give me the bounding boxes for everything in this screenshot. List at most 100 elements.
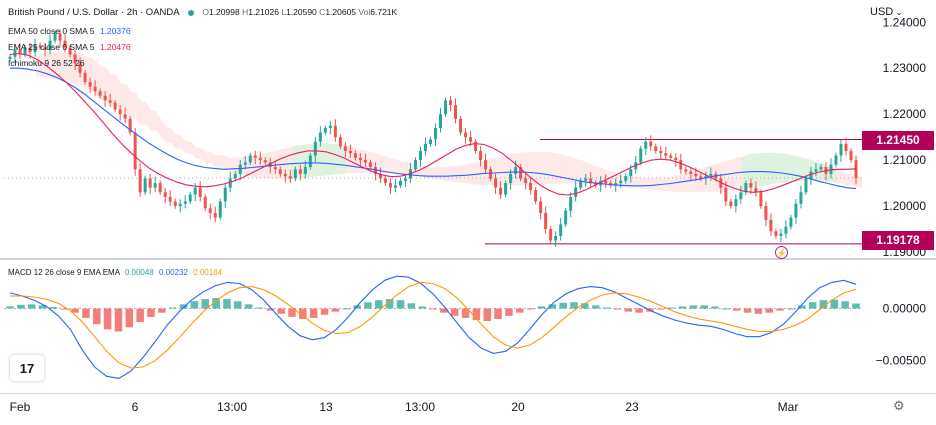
candle-body	[233, 173, 237, 179]
macd-histogram-bar	[309, 308, 318, 318]
candle-body	[333, 125, 337, 138]
ichimoku-legend[interactable]: Ichimoku 9 26 52 26	[8, 58, 85, 68]
candle-body	[494, 178, 498, 188]
price-tick-label: 1.22000	[883, 107, 927, 121]
ema25-legend[interactable]: EMA 25 close 0 SMA 5 1.20476	[8, 42, 131, 52]
macd-histogram-bar	[429, 308, 437, 310]
macd-histogram-bar	[125, 308, 134, 328]
candle-body	[143, 178, 147, 193]
cloud-segment	[796, 155, 802, 182]
ema50-legend[interactable]: EMA 50 close 0 SMA 5 1.20376	[8, 26, 131, 36]
axes: 1.240001.230001.220001.210001.200001.190…	[10, 15, 927, 414]
cloud-segment	[651, 177, 657, 190]
symbol-legend[interactable]: British Pound / U.S. Dollar · 2h · OANDA…	[8, 7, 397, 18]
tradingview-logo[interactable]: 17	[10, 355, 44, 381]
candle-body	[774, 231, 778, 236]
cloud-segment	[441, 166, 447, 181]
ohlc-close: C1.20605	[319, 7, 357, 17]
cloud-segment	[781, 153, 787, 183]
candle-body	[348, 150, 352, 154]
cloud-segment	[141, 101, 147, 125]
bolt-icon[interactable]: ⚡	[775, 246, 788, 259]
macd-histogram-bar	[331, 308, 340, 312]
candle-body	[78, 63, 82, 73]
macd-legend[interactable]: MACD 12 26 close 9 EMA EMA 0.00048 0.002…	[8, 268, 223, 277]
cloud-segment	[326, 143, 332, 176]
candle-body	[789, 217, 793, 227]
candle-body	[53, 33, 57, 41]
cloud-segment	[751, 153, 757, 187]
cloud-segment	[766, 152, 772, 185]
cloud-segment	[761, 152, 767, 186]
candle-body	[33, 45, 37, 53]
candle-body	[193, 187, 197, 195]
candle-body	[664, 153, 668, 156]
candle-body	[253, 155, 257, 158]
macd-histogram-bar	[82, 308, 90, 318]
macd-tick-label: 0.00000	[883, 302, 927, 316]
macd-histogram-bar	[537, 306, 546, 309]
candle-body	[188, 194, 192, 202]
cloud-segment	[446, 166, 452, 182]
candle-body	[654, 146, 658, 151]
candle-body	[418, 150, 422, 161]
moving-averages	[9, 52, 857, 196]
candle-body	[464, 132, 468, 138]
candle-body	[644, 141, 648, 149]
candle-body	[444, 100, 448, 115]
candle-body	[804, 178, 808, 193]
macd-tick-label: −0.00500	[876, 354, 927, 368]
level-lines	[4, 138, 862, 245]
candle-body	[799, 192, 803, 204]
currency-selector[interactable]: USD ⌄	[870, 6, 903, 18]
macd-histogram-bar	[461, 308, 470, 318]
cloud-segment	[231, 157, 237, 174]
candle-body	[839, 144, 843, 156]
cloud-segment	[166, 127, 172, 144]
macd-histogram-bar	[570, 302, 578, 309]
macd-histogram-bar	[711, 306, 719, 309]
macd-histogram-bar	[299, 308, 307, 319]
macd-histogram-bar	[114, 308, 123, 332]
time-tick-label: 23	[625, 400, 639, 414]
cloud-segment	[316, 143, 322, 177]
pane-separator[interactable]	[0, 258, 936, 260]
candle-body	[569, 196, 573, 211]
candle-body	[278, 169, 282, 174]
ohlc-volume: Vol6.721K	[358, 7, 398, 17]
cloud-segment	[776, 153, 782, 184]
macd-histogram-bar	[223, 299, 231, 309]
candle-body	[183, 201, 187, 204]
macd-histogram-bar	[841, 301, 849, 309]
macd-histogram-bar	[38, 305, 47, 309]
macd-histogram-bar	[765, 308, 773, 313]
candle-body	[328, 125, 332, 128]
macd-histogram-bar	[689, 305, 698, 309]
cloud-segment	[186, 141, 192, 154]
cloud-segment	[116, 74, 122, 113]
candle-body	[834, 155, 838, 165]
candle-body	[699, 176, 703, 179]
candle-body	[549, 229, 553, 241]
ohlc-low: L1.20590	[281, 7, 317, 17]
gear-icon[interactable]: ⚙	[893, 398, 905, 413]
candle-body	[308, 155, 312, 168]
candle-body	[303, 167, 307, 174]
candle-body	[248, 155, 252, 163]
candle-body	[198, 187, 202, 197]
candle-body	[63, 40, 67, 48]
candle-body	[208, 208, 212, 213]
candle-body	[8, 56, 12, 60]
macd-histogram-bar	[266, 308, 275, 311]
macd-histogram-bar	[103, 308, 112, 330]
candle-body	[459, 118, 463, 133]
candle-body	[238, 164, 242, 174]
time-tick-label: 6	[132, 400, 139, 414]
cloud-segment	[731, 157, 737, 192]
candle-body	[23, 47, 27, 55]
candle-body	[739, 192, 743, 200]
cloud-segment	[556, 153, 562, 184]
ema50-value: 1.20376	[99, 26, 131, 36]
